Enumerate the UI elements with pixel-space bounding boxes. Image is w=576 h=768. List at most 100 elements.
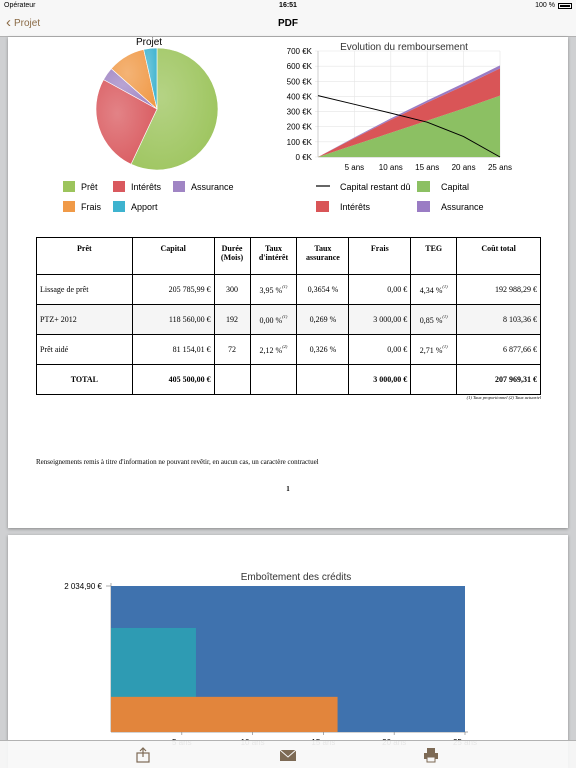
table-row: PTZ+ 2012 118 560,00 € 192 0,00 %(1) 0,2… (36, 304, 541, 335)
cell-teg: 2,71 %(1) (410, 334, 458, 365)
bottom-toolbar (0, 740, 576, 768)
footnote-ref: (1) (442, 344, 448, 349)
share-icon[interactable] (134, 747, 152, 763)
carrier-label: Opérateur (4, 2, 36, 9)
cell-total-cout: 207 969,31 € (456, 364, 541, 395)
header-teg: TEG (410, 237, 458, 275)
footnote-ref: (1) (442, 284, 448, 289)
cell-teg-value: 4,34 % (419, 286, 443, 295)
cell-taux: 0,00 %(1) (249, 304, 298, 335)
area-chart-title: Evolution du remboursement (340, 42, 468, 53)
page-number: 1 (286, 485, 290, 493)
pdf-page-2: Emboîtement des crédits 2 034,90 € 5 ans… (8, 535, 568, 768)
y-tick-label: 700 €K (287, 47, 313, 56)
footnote-ref: (1) (282, 284, 288, 289)
cell-duree: 300 (213, 274, 251, 305)
navigation-bar: ‹ Projet PDF (0, 11, 576, 37)
table-footnote: (1) Taux proportionnel (2) Taux actuarie… (466, 395, 541, 400)
cell-total-capital: 405 500,00 € (131, 364, 215, 395)
footnote-ref: (2) (282, 344, 288, 349)
cell-taux: 3,95 %(1) (249, 274, 298, 305)
pie-chart: Projet Prêt Intérêts Assurance Frais Apport (63, 37, 234, 212)
cell-assurance: 0,3654 % (296, 274, 350, 305)
credit-block (111, 696, 338, 732)
line-capital-restant (317, 95, 501, 158)
cell-pret: PTZ+ 2012 (36, 304, 133, 335)
mail-icon[interactable] (279, 747, 297, 763)
cell-duree: 72 (213, 334, 251, 365)
legend-swatch (63, 181, 75, 192)
cell-capital: 81 154,01 € (131, 334, 215, 365)
cell-teg-value: 2,71 % (419, 346, 443, 355)
print-icon[interactable] (422, 747, 440, 763)
table-row: Lissage de prêt 205 785,99 € 300 3,95 %(… (36, 274, 541, 305)
legend-swatch (63, 201, 75, 212)
cell-cout: 6 877,66 € (456, 334, 541, 365)
x-tick-label: 10 ans (379, 163, 403, 172)
cell-teg: 0,85 %(1) (410, 304, 458, 335)
cell-pret: Lissage de prêt (36, 274, 133, 305)
x-tick-label: 5 ans (345, 163, 365, 172)
loan-table: Prêt Capital Durée (Mois) Taux d'intérêt… (36, 237, 541, 395)
legend-label: Prêt (81, 182, 98, 192)
legend-swatch (316, 201, 329, 212)
legend-label: Capital (441, 182, 469, 192)
header-taux-interet: Taux d'intérêt (249, 237, 298, 275)
pie-slice-apport (143, 47, 158, 110)
chevron-left-icon: ‹ (6, 14, 11, 31)
legend-label: Assurance (191, 182, 234, 192)
header-duree: Durée (Mois) (213, 237, 251, 275)
cell-teg-value: 0,85 % (419, 316, 443, 325)
battery-percent: 100 % (535, 2, 555, 9)
y-tick-label: 500 €K (287, 77, 313, 86)
area-intérêts (318, 68, 500, 157)
cell-empty (296, 364, 350, 395)
cell-frais: 0,00 € (348, 334, 412, 365)
clock: 16:51 (279, 2, 297, 9)
header-pret: Prêt (36, 237, 133, 275)
status-bar: Opérateur 16:51 100 % (0, 0, 576, 11)
cell-assurance: 0,269 % (296, 304, 350, 335)
legend-swatch (173, 181, 185, 192)
pie-chart-title: Projet (136, 37, 162, 48)
credit-chart-title: Emboîtement des crédits (241, 572, 352, 583)
cell-total-frais: 3 000,00 € (348, 364, 412, 395)
footnote-ref: (1) (442, 314, 448, 319)
cell-cout: 192 988,29 € (456, 274, 541, 305)
page-title: PDF (278, 18, 298, 29)
cell-empty (213, 364, 251, 395)
cell-empty (410, 364, 458, 395)
cell-taux: 2,12 %(2) (249, 334, 298, 365)
cell-cout: 8 103,36 € (456, 304, 541, 335)
legend-swatch (113, 201, 125, 212)
x-tick-label: 20 ans (452, 163, 476, 172)
y-tick-label: 0 €K (296, 153, 313, 162)
cell-frais: 0,00 € (348, 274, 412, 305)
back-button[interactable]: ‹ Projet (6, 14, 41, 31)
y-tick-label: 300 €K (287, 108, 313, 117)
y-max-label: 2 034,90 € (64, 582, 102, 591)
cell-frais: 3 000,00 € (348, 304, 412, 335)
table-row: Prêt aidé 81 154,01 € 72 2,12 %(2) 0,326… (36, 334, 541, 365)
y-tick-label: 600 €K (287, 62, 313, 71)
legend-label: Frais (81, 202, 101, 212)
battery-icon (558, 2, 572, 9)
pdf-page-1: Projet Prêt Intérêts Assurance Frais Apport … (8, 37, 568, 528)
header-taux-assurance: Taux assurance (296, 237, 350, 275)
legend-swatch (113, 181, 125, 192)
header-cout-total: Coût total (456, 237, 541, 275)
cell-taux-value: 3,95 % (259, 286, 283, 295)
disclaimer-text: Renseignements remis à titre d'informati… (36, 458, 319, 466)
area-capital (318, 95, 500, 157)
area-chart: Evolution du remboursement 0 €K 100 €K 200… (287, 42, 512, 212)
credit-nesting-chart: Emboîtement des crédits 2 034,90 € 5 ans… (64, 572, 477, 747)
cell-capital: 118 560,00 € (131, 304, 215, 335)
cell-teg: 4,34 %(1) (410, 274, 458, 305)
pie-slice-prêt (130, 47, 219, 171)
back-button-label: Projet (14, 17, 41, 29)
legend-swatch (417, 201, 430, 212)
cell-taux-value: 0,00 % (259, 316, 283, 325)
table-total-row: TOTAL 405 500,00 € 3 000,00 € 207 969,31… (36, 364, 541, 395)
cell-taux-value: 2,12 % (259, 346, 283, 355)
x-tick-label: 15 ans (415, 163, 439, 172)
